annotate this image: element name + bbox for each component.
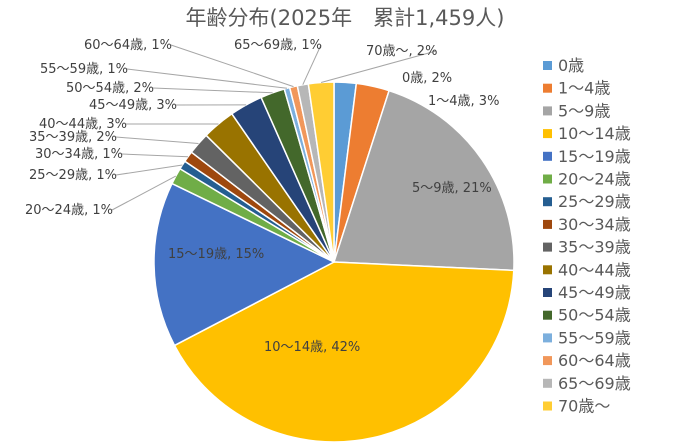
data-label-13: 60～64歳, 1% bbox=[84, 38, 172, 53]
leader-line-13 bbox=[170, 44, 294, 88]
legend-swatch-6 bbox=[543, 197, 552, 207]
legend-swatch-3 bbox=[543, 129, 552, 139]
legend-label-4: 15～19歳 bbox=[558, 147, 631, 166]
data-labels: 0歳, 2% 1～4歳, 3% 5～9歳, 21% 10～14歳, 42% 15～19歳… bbox=[25, 38, 499, 355]
legend-swatch-11 bbox=[543, 310, 552, 320]
legend-swatch-0 bbox=[543, 61, 552, 70]
leader-line-7 bbox=[121, 153, 189, 158]
legend-swatch-13 bbox=[543, 356, 552, 366]
leader-line-12 bbox=[126, 68, 288, 89]
legend-label-6: 25～29歳 bbox=[558, 192, 631, 211]
legend-swatch-9 bbox=[543, 265, 552, 275]
legend-swatch-7 bbox=[543, 219, 552, 229]
legend-swatch-8 bbox=[543, 242, 552, 252]
legend-label-13: 60～64歳 bbox=[558, 351, 631, 370]
pie-slices bbox=[153, 81, 515, 443]
leader-line-15 bbox=[320, 50, 437, 83]
data-label-15: 70歳～, 2% bbox=[366, 44, 437, 59]
data-label-0: 0歳, 2% bbox=[402, 71, 452, 86]
legend-swatch-12 bbox=[543, 333, 552, 343]
leader-line-5 bbox=[111, 175, 177, 211]
data-label-6: 25～29歳, 1% bbox=[29, 168, 117, 183]
legend-label-2: 5～9歳 bbox=[558, 101, 610, 120]
leader-lines bbox=[111, 44, 437, 211]
data-label-3: 10～14歳, 42% bbox=[264, 340, 360, 355]
legend-label-8: 35～39歳 bbox=[558, 238, 631, 257]
data-label-10: 45～49歳, 3% bbox=[89, 98, 177, 113]
leader-line-6 bbox=[115, 164, 183, 176]
leader-line-14 bbox=[302, 44, 322, 85]
legend-swatch-10 bbox=[543, 288, 552, 297]
leader-line-8 bbox=[115, 136, 199, 144]
legend-label-10: 45～49歳 bbox=[558, 283, 631, 302]
legend-swatch-14 bbox=[543, 378, 552, 388]
legend-swatch-5 bbox=[543, 174, 552, 184]
legend-label-9: 40～44歳 bbox=[558, 260, 631, 279]
legend-label-11: 50～54歳 bbox=[558, 306, 631, 325]
data-label-12: 55～59歳, 1% bbox=[40, 62, 128, 77]
data-label-11: 50～54歳, 2% bbox=[66, 81, 154, 96]
legend-swatch-4 bbox=[543, 151, 552, 161]
legend-swatch-1 bbox=[543, 83, 552, 93]
legend-label-0: 0歳 bbox=[558, 56, 584, 75]
legend: 0歳 1～4歳 5～9歳 10～14歳 15～19歳 20～24歳 25～29歳 30～34歳… bbox=[543, 56, 631, 416]
legend-label-1: 1～4歳 bbox=[558, 79, 610, 98]
legend-label-14: 65～69歳 bbox=[558, 374, 631, 393]
data-label-7: 30～34歳, 1% bbox=[35, 147, 123, 162]
pie-slice-3 bbox=[173, 261, 515, 443]
data-label-9: 40～44歳, 3% bbox=[39, 117, 127, 132]
pie-slice-2 bbox=[332, 89, 515, 272]
data-label-1: 1～4歳, 3% bbox=[428, 94, 499, 109]
pie-slice-4 bbox=[153, 182, 336, 347]
chart-title: 年齢分布(2025年 累計1,459人) bbox=[186, 6, 505, 30]
legend-swatch-2 bbox=[543, 106, 552, 116]
data-label-2: 5～9歳, 21% bbox=[412, 181, 492, 196]
legend-label-15: 70歳～ bbox=[558, 397, 610, 416]
data-label-4: 15～19歳, 15% bbox=[168, 247, 264, 262]
data-label-5: 20～24歳, 1% bbox=[25, 203, 113, 218]
data-label-14: 65～69歳, 1% bbox=[234, 38, 322, 53]
legend-label-3: 10～14歳 bbox=[558, 124, 631, 143]
data-label-8: 35～39歳, 2% bbox=[29, 130, 117, 145]
legend-label-12: 55～59歳 bbox=[558, 328, 631, 347]
legend-swatch-15 bbox=[543, 401, 552, 411]
legend-label-7: 30～34歳 bbox=[558, 215, 631, 234]
leader-line-11 bbox=[152, 87, 273, 94]
legend-label-5: 20～24歳 bbox=[558, 170, 631, 189]
